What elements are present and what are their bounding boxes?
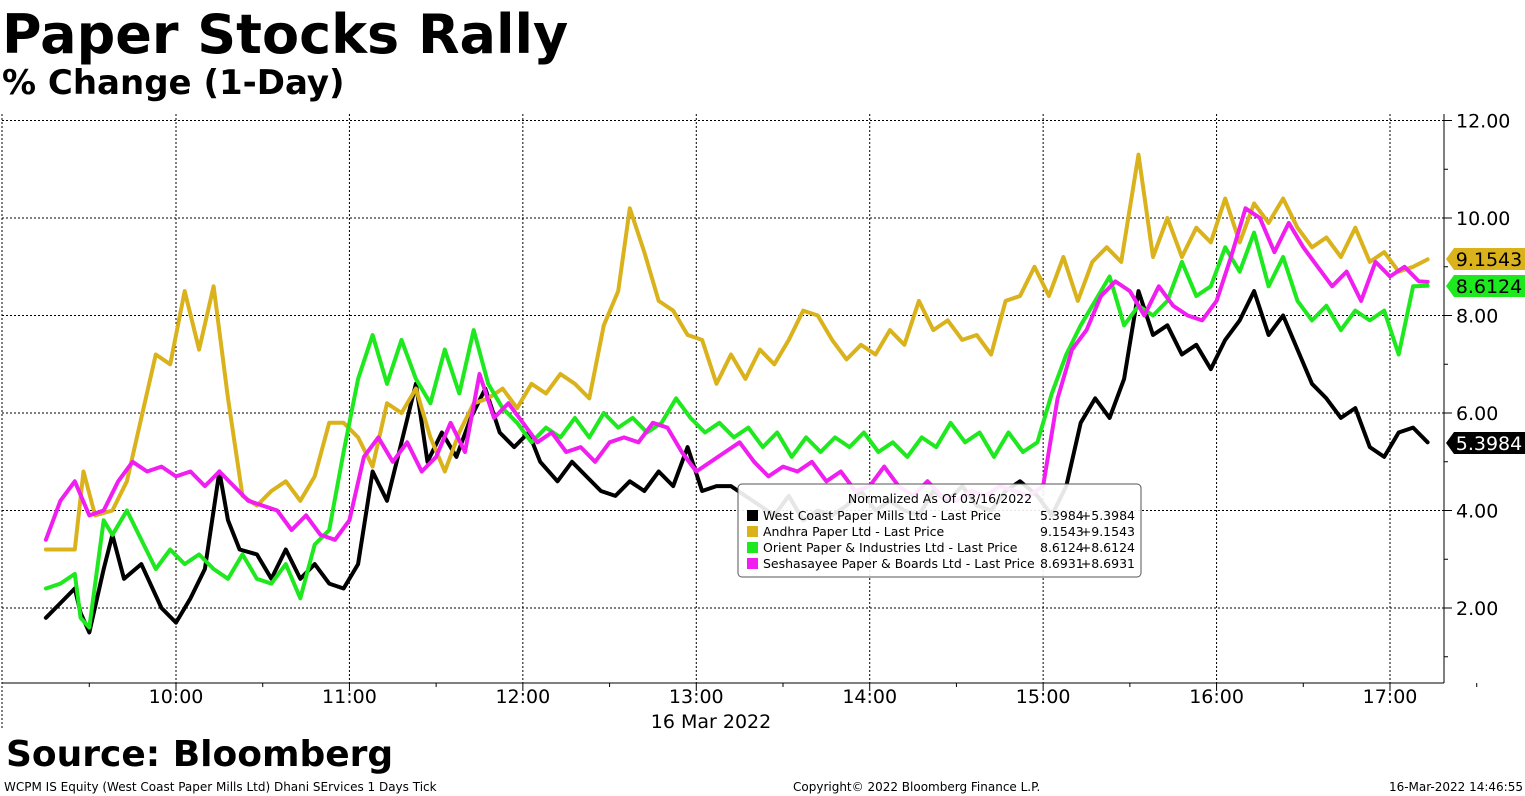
legend-change: +5.3984: [1081, 508, 1135, 523]
legend-swatch-seshasayee: [747, 558, 758, 569]
legend-swatch-west_coast: [747, 510, 758, 521]
y-tick-label: 2.00: [1456, 598, 1498, 620]
x-axis-date-label: 16 Mar 2022: [651, 711, 771, 733]
last-value-badge-orient: [1446, 275, 1525, 297]
last-value-badges: 9.1543 8.6124 5.3984: [1446, 248, 1525, 455]
legend-value: 5.3984: [1040, 508, 1084, 523]
legend-change: +8.6931: [1081, 556, 1135, 571]
legend-box: [737, 483, 1142, 578]
series-line-west_coast: [43, 289, 1430, 635]
y-tick-label: 6.00: [1456, 403, 1498, 425]
x-tick-label: 10:00: [149, 686, 204, 708]
chart-subtitle: % Change (1-Day): [2, 63, 345, 103]
series-line-seshasayee: [43, 206, 1430, 542]
footer-timestamp: 16-Mar-2022 14:46:55: [1388, 780, 1523, 794]
last-value-badge-west_coast: [1446, 432, 1525, 454]
chart-title: Paper Stocks Rally: [2, 3, 569, 66]
chart-axes: 2.00 4.00 6.00 8.00 10.00 12.00 10:00 11:00 12:0…: [2, 111, 1510, 733]
last-value-badge-andhra: [1446, 248, 1525, 270]
legend-change: +9.1543: [1081, 524, 1135, 539]
x-tick-label: 13:00: [669, 686, 724, 708]
legend-label: Orient Paper & Industries Ltd - Last Pri…: [763, 540, 1018, 555]
legend-change: +8.6124: [1081, 540, 1135, 555]
chart-series: [43, 152, 1430, 635]
legend-label: Seshasayee Paper & Boards Ltd - Last Pri…: [763, 556, 1035, 571]
footer-copyright: Copyright© 2022 Bloomberg Finance L.P.: [793, 780, 1041, 794]
last-value-text-west_coast: 5.3984: [1456, 433, 1522, 455]
legend-label: Andhra Paper Ltd - Last Price: [763, 524, 945, 539]
last-value-text-orient: 8.6124: [1456, 276, 1522, 298]
last-value-text-andhra: 9.1543: [1456, 249, 1522, 271]
series-line-orient: [43, 230, 1430, 630]
series-line-andhra: [43, 152, 1430, 552]
source-label: Source: Bloomberg: [6, 734, 394, 775]
y-tick-label: 12.00: [1456, 111, 1510, 133]
y-tick-label: 10.00: [1456, 208, 1510, 230]
x-tick-label: 15:00: [1016, 686, 1071, 708]
chart-legend: Normalized As Of 03/16/2022 West Coast Pa…: [737, 483, 1142, 578]
x-tick-label: 14:00: [842, 686, 897, 708]
legend-label: West Coast Paper Mills Ltd - Last Price: [763, 508, 1001, 523]
legend-value: 8.6931: [1040, 556, 1084, 571]
x-tick-label: 16:00: [1189, 686, 1244, 708]
x-tick-label: 17:00: [1363, 686, 1418, 708]
y-tick-label: 4.00: [1456, 501, 1498, 523]
x-tick-label: 12:00: [495, 686, 550, 708]
legend-swatch-andhra: [747, 526, 758, 537]
legend-value: 9.1543: [1040, 524, 1084, 539]
footer-ticker: WCPM IS Equity (West Coast Paper Mills L…: [4, 780, 437, 794]
legend-title: Normalized As Of 03/16/2022: [848, 491, 1032, 506]
legend-value: 8.6124: [1040, 540, 1084, 555]
y-tick-label: 8.00: [1456, 306, 1498, 328]
x-tick-label: 11:00: [322, 686, 377, 708]
legend-swatch-orient: [747, 542, 758, 553]
